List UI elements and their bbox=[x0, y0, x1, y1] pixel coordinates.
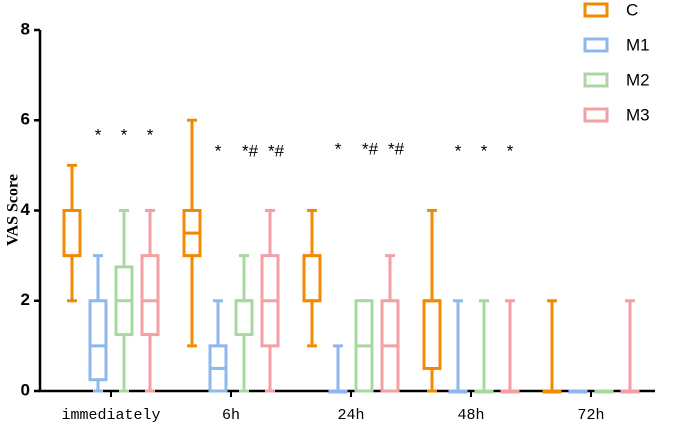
annotation: * bbox=[507, 141, 514, 160]
legend-label: M2 bbox=[626, 70, 650, 89]
annotation: * bbox=[147, 125, 154, 144]
y-tick-label: 4 bbox=[21, 200, 31, 219]
annotation: *# bbox=[362, 139, 379, 158]
y-tick-label: 6 bbox=[21, 110, 30, 129]
box bbox=[62, 209, 82, 258]
annotation: * bbox=[335, 139, 342, 158]
box bbox=[140, 254, 160, 337]
box bbox=[234, 299, 254, 337]
x-tick-label: 24h bbox=[337, 407, 364, 424]
legend-label: M3 bbox=[626, 105, 650, 124]
legend-swatch bbox=[583, 72, 609, 88]
y-tick-label: 0 bbox=[21, 380, 30, 399]
legend-label: C bbox=[626, 0, 638, 19]
annotation: *# bbox=[268, 141, 285, 160]
box bbox=[88, 299, 108, 382]
x-tick-label: 6h bbox=[222, 407, 240, 424]
y-tick-label: 2 bbox=[21, 290, 30, 309]
annotation: * bbox=[455, 141, 462, 160]
annotation: * bbox=[215, 141, 222, 160]
x-tick-label: 48h bbox=[457, 407, 484, 424]
y-tick-label: 8 bbox=[21, 19, 30, 38]
box bbox=[422, 299, 442, 370]
legend-swatch bbox=[583, 2, 609, 18]
y-axis-label: VAS Score bbox=[5, 174, 22, 246]
annotation: *# bbox=[388, 139, 405, 158]
legend-swatch bbox=[583, 107, 609, 123]
annotation: * bbox=[481, 141, 488, 160]
legend-label: M1 bbox=[626, 35, 650, 54]
annotation: *# bbox=[242, 141, 259, 160]
annotation: * bbox=[121, 125, 128, 144]
box bbox=[302, 254, 322, 303]
annotation: * bbox=[95, 125, 102, 144]
legend-swatch bbox=[583, 37, 609, 53]
x-tick-label: immediately bbox=[61, 407, 160, 424]
x-tick-label: 72h bbox=[577, 407, 604, 424]
